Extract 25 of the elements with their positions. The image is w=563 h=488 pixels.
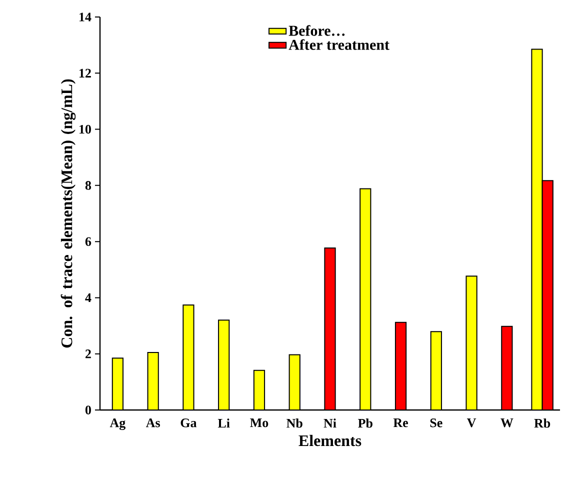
y-tick-label: 0: [85, 406, 91, 414]
x-tick-label: Ga: [180, 418, 197, 428]
y-tick-label: 14: [80, 12, 92, 22]
y-tick-label: 4: [85, 293, 92, 302]
y-tick-label: 6: [85, 237, 92, 246]
y-tick-label: 8: [85, 181, 92, 190]
x-axis-title: Elements: [298, 434, 362, 446]
legend-label: Before…: [288, 25, 345, 36]
y-tick-label: 2: [86, 350, 91, 358]
x-tick-label: Mo: [250, 418, 268, 428]
x-tick-label: Nb: [286, 418, 302, 428]
x-tick-label: Li: [218, 418, 230, 428]
x-tick-label: As: [146, 418, 160, 428]
x-tick-label: Pb: [358, 418, 372, 428]
x-tick-label: W: [500, 418, 514, 428]
x-tick-label: Ag: [110, 418, 126, 430]
legend-label: After treatment: [288, 39, 390, 50]
y-tick-label: 10: [80, 124, 91, 134]
y-tick-label: 12: [80, 68, 91, 78]
x-tick-label: Rb: [534, 418, 550, 428]
y-axis-title: Con. of trace elements(Mean) (ng/mL): [60, 79, 76, 348]
x-tick-label: Ni: [324, 418, 336, 428]
x-tick-label: Re: [393, 418, 408, 428]
x-tick-label: Se: [430, 418, 442, 428]
x-tick-label: V: [466, 418, 476, 428]
